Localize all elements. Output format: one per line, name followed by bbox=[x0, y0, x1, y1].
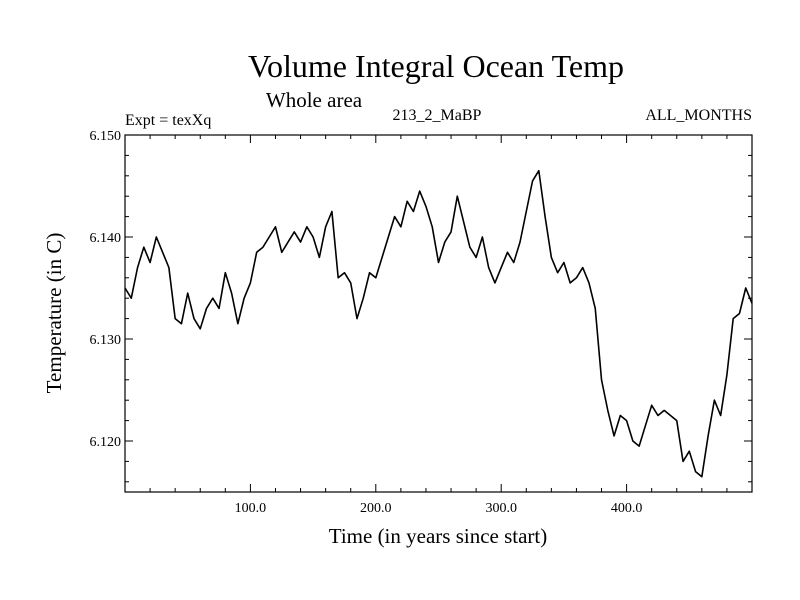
x-axis: 100.0 200.0 300.0 400.0 bbox=[149, 135, 728, 516]
x-tick-label: 300.0 bbox=[485, 501, 517, 516]
plot-frame bbox=[124, 134, 753, 493]
months-label: ALL_MONTHS bbox=[645, 107, 752, 124]
y-tick-label: 6.150 bbox=[90, 129, 122, 144]
series-line-0 bbox=[124, 169, 753, 478]
y-tick-label: 6.140 bbox=[90, 231, 122, 246]
y-axis: 6.120 6.130 6.140 6.150 bbox=[90, 129, 752, 483]
series-layer bbox=[124, 169, 753, 478]
x-tick-label: 100.0 bbox=[235, 501, 267, 516]
chart-title: Volume Integral Ocean Temp bbox=[248, 48, 624, 84]
run-label: 213_2_MaBP bbox=[393, 107, 482, 124]
x-tick-label: 400.0 bbox=[611, 501, 643, 516]
chart-subtitle: Whole area bbox=[266, 88, 363, 112]
y-tick-label: 6.120 bbox=[90, 435, 122, 450]
x-tick-label: 200.0 bbox=[360, 501, 392, 516]
y-axis-label: Temperature (in C) bbox=[42, 233, 66, 394]
experiment-label: Expt = texXq bbox=[125, 112, 211, 129]
x-axis-label: Time (in years since start) bbox=[329, 524, 548, 548]
y-tick-label: 6.130 bbox=[90, 333, 122, 348]
